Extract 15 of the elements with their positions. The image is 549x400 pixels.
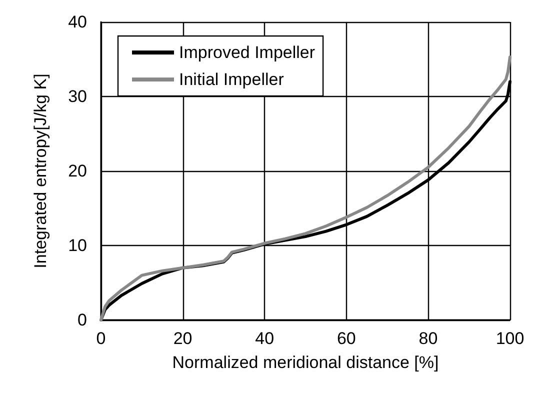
y-tick-label: 10 bbox=[68, 236, 87, 255]
x-tick-label: 20 bbox=[173, 329, 192, 348]
x-tick-label: 0 bbox=[96, 329, 106, 348]
y-tick-label: 20 bbox=[68, 162, 87, 180]
x-tick-label: 100 bbox=[496, 329, 524, 348]
legend-label: Initial Impeller bbox=[179, 70, 284, 89]
legend-label: Improved Impeller bbox=[179, 43, 316, 62]
y-tick-label: 0 bbox=[78, 310, 87, 330]
x-tick-label: 60 bbox=[336, 329, 356, 348]
x-tick-label: 80 bbox=[418, 329, 438, 348]
y-tick-label: 30 bbox=[68, 87, 87, 106]
x-axis-title: Normalized meridional distance [%] bbox=[172, 353, 439, 372]
y-tick-label: 40 bbox=[68, 12, 87, 32]
y-axis-title: Integrated entropy[J/kg K] bbox=[31, 74, 50, 268]
x-tick-label: 40 bbox=[255, 329, 274, 348]
